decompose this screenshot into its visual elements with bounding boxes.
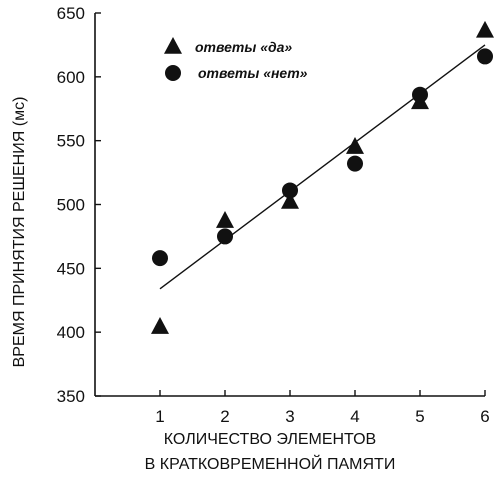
y-tick-label: 350 (57, 387, 85, 406)
legend: ответы «да» ответы «нет» (164, 36, 308, 81)
trend-line-group (159, 44, 486, 290)
y-tick-label: 550 (57, 132, 85, 151)
circle-point (217, 228, 233, 245)
legend-label: ответы «да» (195, 39, 292, 55)
x-tick-label: 4 (350, 407, 359, 426)
y-tick-label: 500 (57, 196, 85, 215)
x-axis-title-line2: В КРАТКОВРЕМЕННОЙ ПАМЯТИ (145, 454, 396, 473)
triangle-point (281, 191, 299, 209)
triangle-point (476, 20, 494, 38)
circle-point (412, 86, 428, 103)
legend-label: ответы «нет» (198, 65, 308, 81)
legend-triangle-marker (164, 36, 182, 54)
triangle-point (216, 211, 234, 228)
x-tick-label: 3 (285, 407, 294, 426)
x-axis-title-line1: КОЛИЧЕСТВО ЭЛЕМЕНТОВ (164, 431, 376, 448)
y-tick-label: 400 (57, 323, 85, 342)
triangle-point (346, 137, 364, 154)
circle-point (477, 48, 493, 65)
y-tick-label: 600 (57, 68, 85, 87)
data-marks (151, 20, 494, 334)
x-tick-label: 2 (220, 407, 229, 426)
triangle-point (151, 317, 169, 334)
trend-line (159, 44, 486, 290)
x-tick-label: 6 (480, 407, 489, 426)
y-tick-label: 450 (57, 259, 85, 278)
circle-point (347, 155, 363, 172)
legend-circle-marker (165, 65, 181, 81)
ticks: 350 400 450 500 550 600 650 1 2 3 4 5 6 (57, 4, 490, 426)
circle-point (282, 182, 298, 199)
circle-point (152, 250, 168, 267)
y-tick-label: 650 (57, 4, 85, 23)
x-tick-label: 5 (415, 407, 424, 426)
y-axis-title: ВРЕМЯ ПРИНЯТИЯ РЕШЕНИЯ (мс) (11, 97, 28, 368)
x-tick-label: 1 (155, 407, 164, 426)
